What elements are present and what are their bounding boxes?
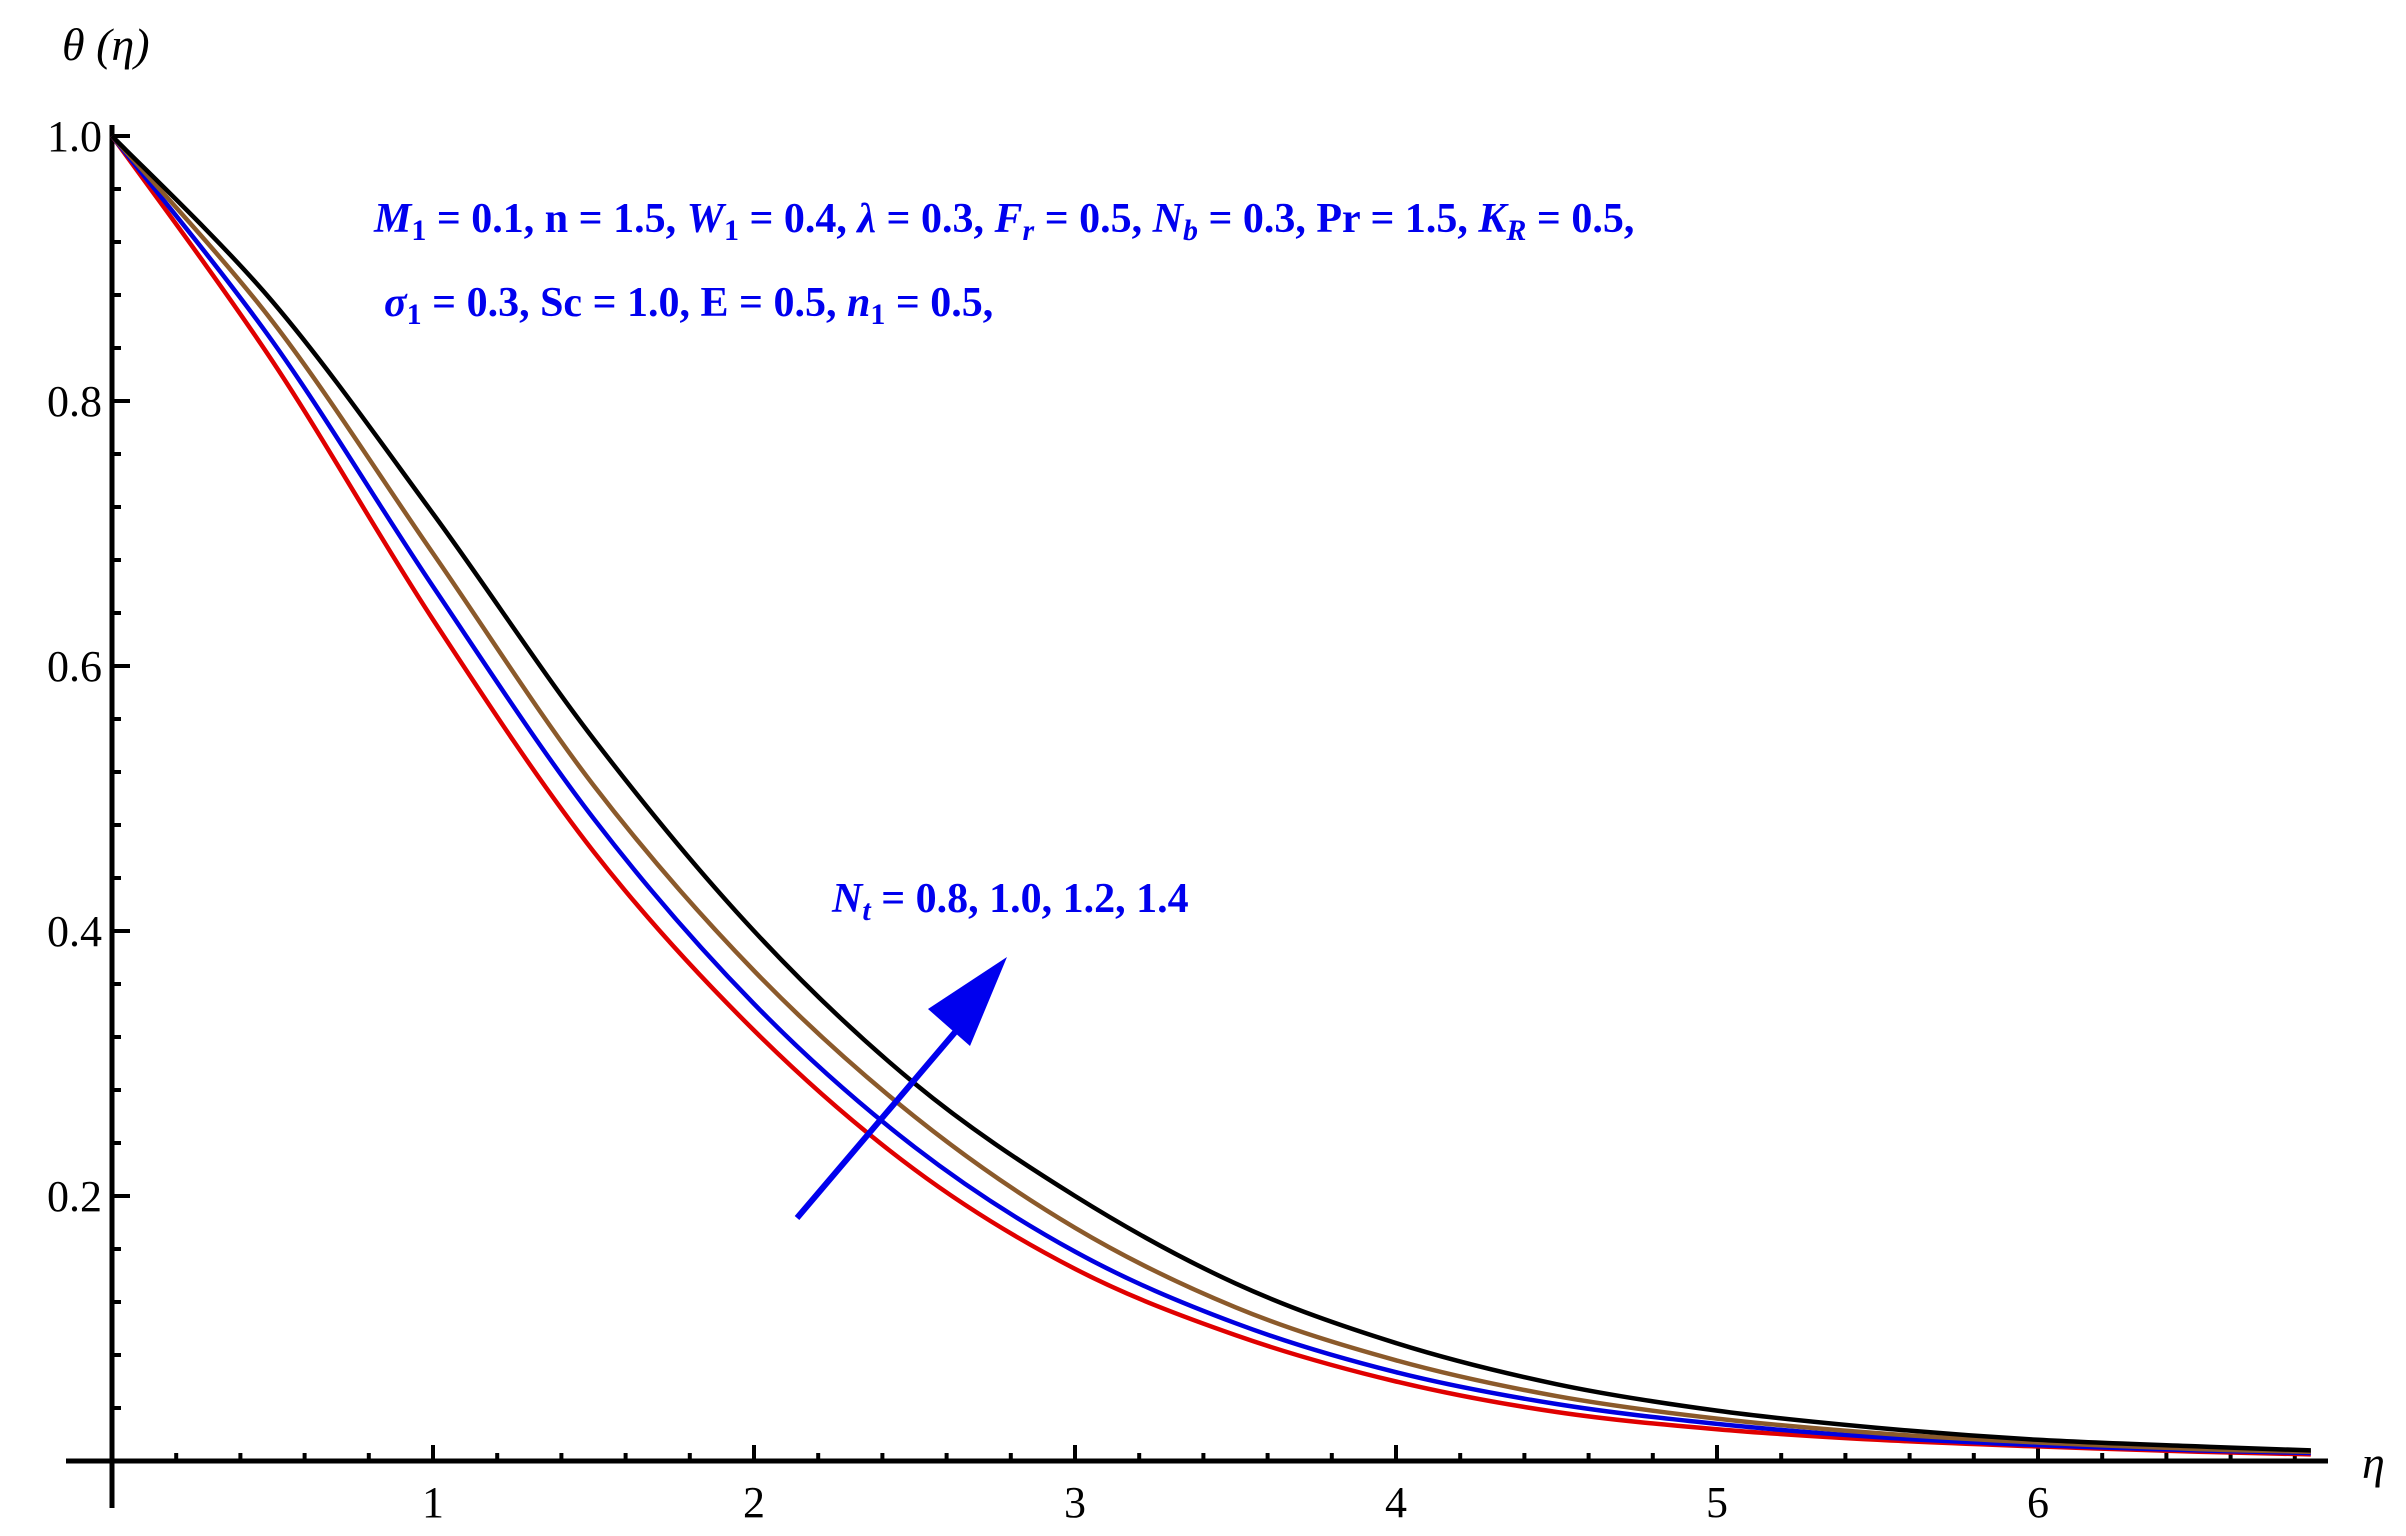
series-line-1 xyxy=(110,134,2311,1457)
x-axis-label: η xyxy=(2362,1437,2385,1488)
parameters-line-2: σ1 = 0.3, Sc = 1.0, E = 0.5, n1 = 0.5, xyxy=(384,280,993,331)
parameters-line-1: M1 = 0.1, n = 1.5, W1 = 0.4, λ = 0.3, Fr… xyxy=(373,196,1634,247)
y-axis-label: θ (η) xyxy=(62,19,150,70)
series-line-3 xyxy=(110,134,2311,1454)
x-tick-label: 2 xyxy=(743,1478,765,1527)
data-curves xyxy=(110,134,2311,1457)
y-tick-label: 0.4 xyxy=(47,907,102,956)
y-tick-label: 0.6 xyxy=(47,642,102,691)
x-tick-label: 1 xyxy=(422,1478,444,1527)
y-tick-label: 0.2 xyxy=(47,1172,102,1221)
x-tick-label: 5 xyxy=(1706,1478,1728,1527)
series-line-4 xyxy=(110,134,2311,1453)
series-line-2 xyxy=(110,134,2311,1456)
x-tick-label: 3 xyxy=(1064,1478,1086,1527)
x-tick-label: 6 xyxy=(2027,1478,2049,1527)
x-tick-label: 4 xyxy=(1385,1478,1407,1527)
axis-ticks: 1 2 3 4 5 6 0.2 0.4 0.6 0.8 1.0 xyxy=(47,112,2297,1527)
increase-arrow-icon xyxy=(794,957,1007,1220)
nt-values-label: Nt = 0.8, 1.0, 1.2, 1.4 xyxy=(831,876,1189,927)
y-tick-label: 0.8 xyxy=(47,377,102,426)
y-tick-label: 1.0 xyxy=(47,112,102,161)
